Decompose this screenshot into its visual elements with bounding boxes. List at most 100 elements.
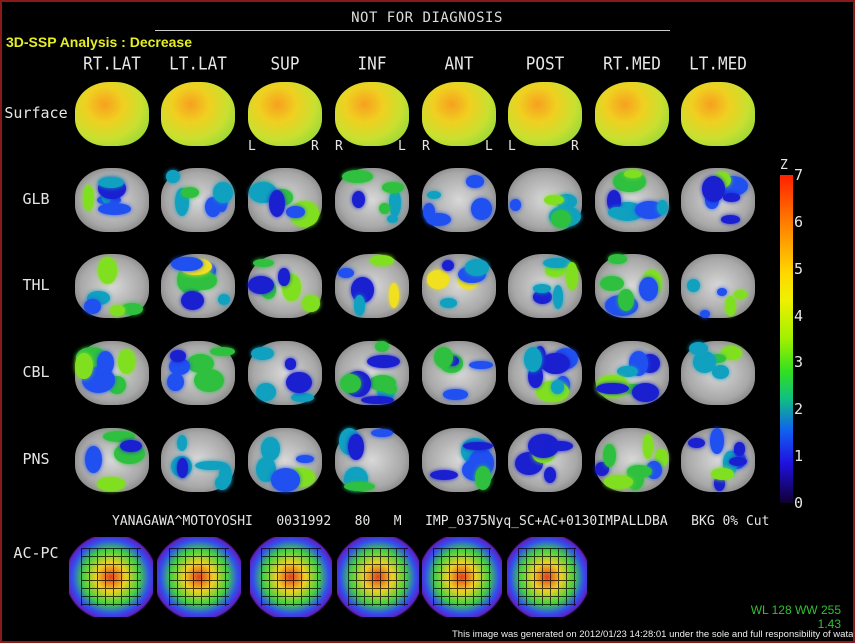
z-score-region (720, 215, 741, 224)
footer-text: This image was generated on 2012/01/23 1… (452, 629, 855, 640)
z-score-region (711, 365, 730, 380)
orientation-right: L (398, 139, 406, 154)
colorbar-tick: 2 (794, 400, 804, 419)
column-header: LT.MED (689, 53, 747, 74)
z-score-region (724, 296, 736, 316)
z-score-region (595, 382, 629, 395)
z-score-region (709, 354, 726, 364)
window-level: WL 128 WW 255 (750, 603, 841, 617)
brain-image (335, 82, 409, 146)
z-score-region (278, 268, 290, 286)
brain-image (161, 428, 235, 492)
zoom-level: 1.43 (817, 617, 841, 631)
z-score-region (343, 481, 376, 491)
brain-image (681, 82, 755, 146)
z-score-region (711, 467, 734, 480)
z-score-region (426, 270, 450, 289)
z-score-region (253, 258, 275, 267)
z-score-region (638, 277, 658, 301)
z-score-region (509, 199, 522, 212)
z-score-region (302, 295, 320, 313)
colorbar-tick: 4 (794, 306, 804, 325)
z-score-region (351, 190, 366, 209)
brain-image (335, 168, 409, 232)
brain-image (422, 341, 496, 405)
slice-grid (433, 548, 491, 606)
orientation-left: L (248, 139, 256, 154)
brain-image (75, 254, 149, 318)
z-score-region (607, 190, 621, 212)
z-score-region (729, 456, 747, 467)
z-score-region (688, 342, 708, 356)
z-score-region (687, 438, 705, 449)
z-score-region (168, 357, 191, 375)
orientation-right: R (311, 139, 319, 154)
slice-grid (518, 548, 576, 606)
z-score-region (624, 169, 642, 179)
z-score-region (540, 352, 570, 375)
z-score-region (284, 358, 297, 370)
z-score-region (657, 200, 669, 216)
z-score-region (251, 347, 275, 361)
z-score-region (338, 267, 355, 279)
acpc-slice (337, 537, 419, 617)
z-score-region (618, 288, 634, 312)
colorbar-tick: 0 (794, 494, 804, 512)
z-score-region (84, 299, 101, 315)
brain-image (248, 168, 322, 232)
column-header: ANT (444, 53, 474, 74)
z-score-region (97, 477, 125, 491)
orientation-right: L (485, 139, 493, 154)
z-score-region (692, 351, 716, 373)
column-header: RT.MED (603, 53, 661, 74)
z-score-region (85, 445, 102, 473)
z-score-region (268, 189, 286, 217)
column-header: SUP (270, 53, 300, 74)
z-score-region (701, 176, 725, 203)
z-score-region (565, 262, 578, 290)
brain-image (248, 254, 322, 318)
acpc-slice (422, 537, 502, 617)
z-score-region (552, 284, 563, 309)
z-score-region (524, 347, 543, 373)
z-score-region (119, 439, 143, 452)
slice-grid (261, 548, 321, 606)
patient-info: YANAGAWA^MOTOYOSHI 0031992 80 M IMP_0375… (112, 514, 770, 529)
z-score-region (189, 271, 217, 290)
orientation-left: R (335, 139, 343, 154)
colorbar-tick: 1 (794, 447, 804, 466)
brain-image (248, 428, 322, 492)
z-score-region (462, 441, 494, 451)
column-header: LT.LAT (169, 53, 227, 74)
z-score-region (384, 383, 398, 395)
brain-image (75, 168, 149, 232)
colorbar-tick: 5 (794, 259, 804, 278)
brain-image (508, 428, 582, 492)
brain-image (422, 168, 496, 232)
brain-image (161, 254, 235, 318)
z-score-region (608, 254, 628, 264)
column-header: POST (525, 53, 565, 74)
z-score-region (370, 254, 395, 266)
z-score-region (642, 433, 654, 459)
z-score-region (286, 371, 312, 393)
z-score-region (425, 212, 452, 226)
acpc-slice (157, 537, 241, 617)
orientation-right: R (571, 139, 579, 154)
z-score-region (442, 259, 455, 271)
z-score-region (97, 257, 117, 285)
z-score-region (210, 347, 235, 357)
brain-image (75, 341, 149, 405)
colorbar-tick: 7 (794, 166, 804, 184)
z-score-region (75, 352, 93, 380)
brain-image (508, 341, 582, 405)
z-score-region (286, 206, 305, 219)
brain-image (595, 254, 669, 318)
z-score-region (296, 454, 315, 463)
z-score-region (599, 275, 624, 291)
z-score-region (733, 290, 748, 299)
brain-image (75, 82, 149, 146)
z-score-region (722, 193, 741, 202)
z-score-region (194, 369, 224, 393)
acpc-slice (69, 537, 153, 617)
